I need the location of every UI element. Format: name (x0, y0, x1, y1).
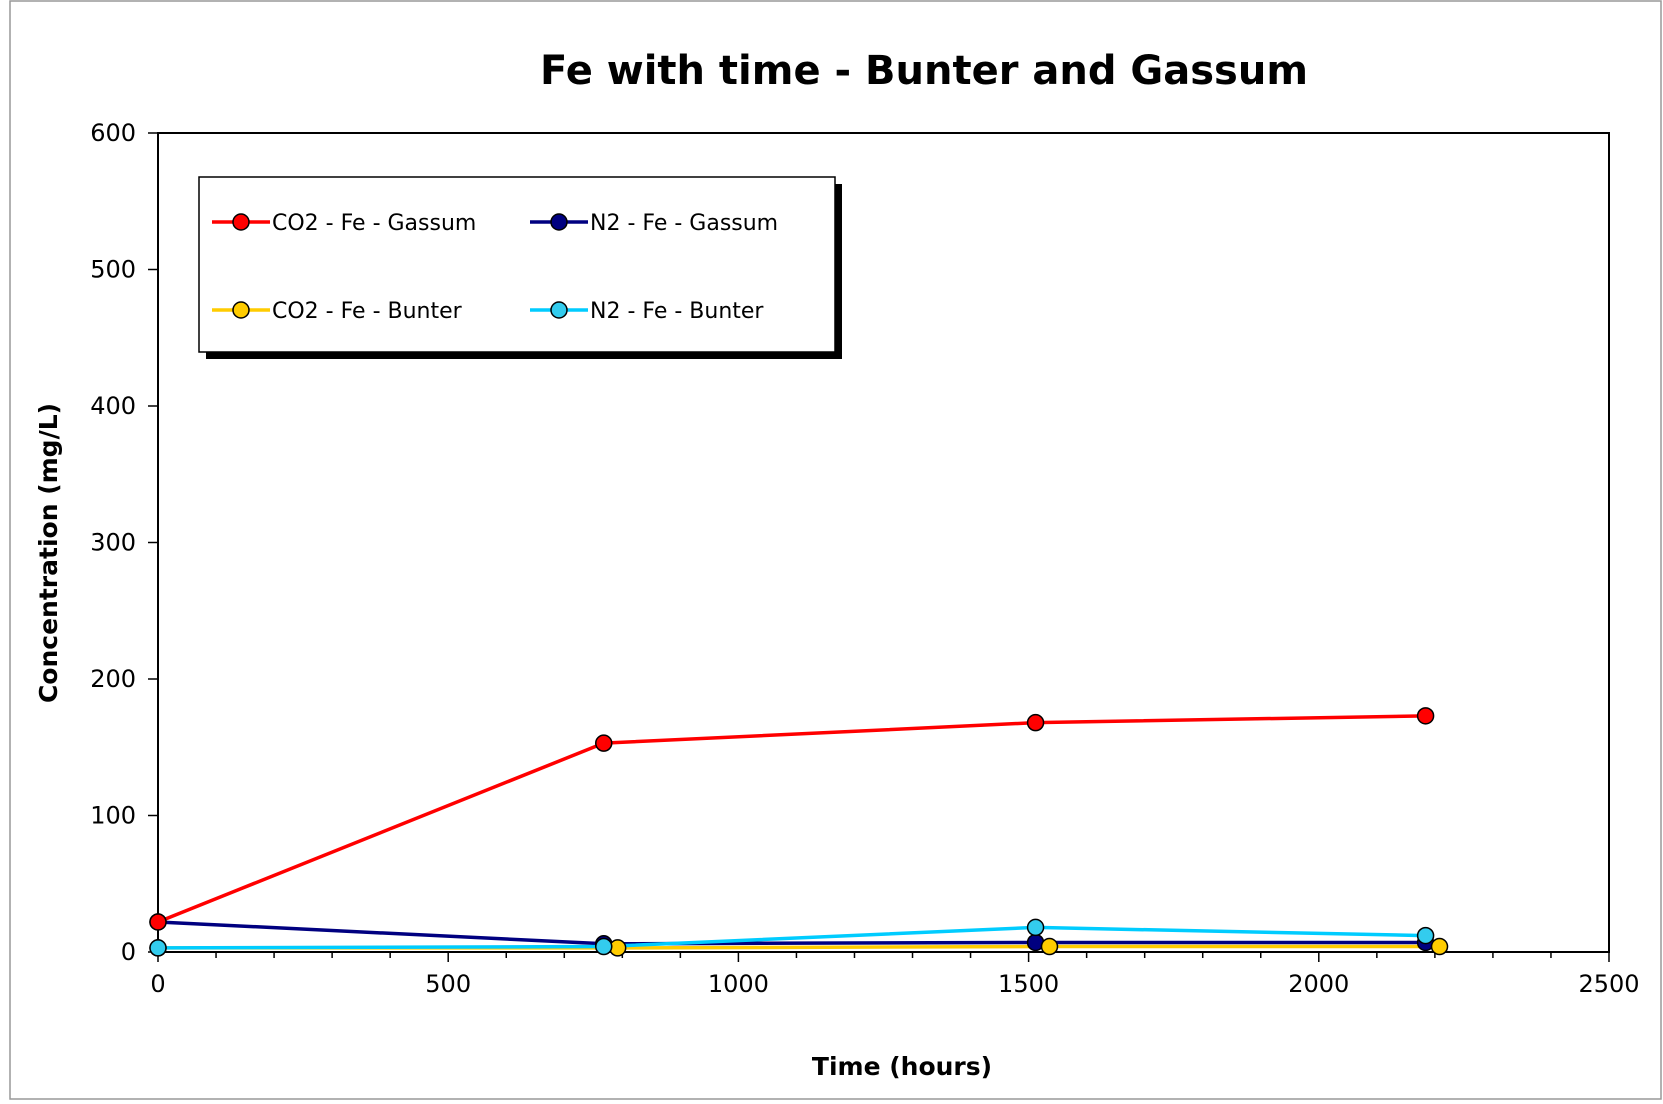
x-tick-label: 2500 (1578, 970, 1639, 998)
legend-marker-1 (550, 213, 568, 231)
legend-label-3: N2 - Fe - Bunter (590, 299, 764, 324)
chart-title: Fe with time - Bunter and Gassum (540, 48, 1308, 94)
legend-entries: CO2 - Fe - Gassum N2 - Fe - Gassum CO2 - F… (212, 211, 778, 324)
y-tick-label: 300 (90, 529, 136, 557)
y-tick-label: 100 (90, 802, 136, 830)
series-point-0 (149, 913, 167, 931)
x-tick-label: 2000 (1288, 970, 1349, 998)
legend-marker-3 (550, 301, 568, 319)
y-tick-label: 500 (90, 256, 136, 284)
series-point-3 (1026, 918, 1045, 937)
y-axis-ticks: 0 100 200 300 400 500 600 (90, 119, 158, 966)
x-axis-title: Time (hours) (812, 1052, 992, 1081)
series-point-2 (1040, 937, 1059, 956)
series-point-3 (1416, 926, 1435, 945)
legend-label-2: CO2 - Fe - Bunter (272, 299, 463, 324)
x-axis-ticks: 0 500 1000 1500 2000 2500 (150, 952, 1640, 998)
legend-marker-0 (232, 213, 250, 231)
y-tick-label: 400 (90, 392, 136, 420)
y-tick-label: 0 (121, 938, 136, 966)
series-point-2 (1430, 937, 1449, 956)
y-axis-title: Concentration (mg/L) (34, 403, 63, 703)
legend: CO2 - Fe - Gassum N2 - Fe - Gassum CO2 - F… (198, 176, 842, 359)
series-point-0 (594, 734, 613, 752)
legend-label-1: N2 - Fe - Gassum (590, 211, 778, 236)
x-tick-label: 500 (425, 970, 471, 998)
series-point-0 (1416, 707, 1435, 725)
x-tick-label: 1500 (998, 970, 1059, 998)
series-line-0 (157, 714, 1426, 924)
legend-marker-2 (232, 301, 250, 319)
chart-border (9, 0, 1662, 1100)
series-line-1 (157, 920, 1426, 946)
series-point-3 (594, 937, 613, 956)
x-tick-label: 0 (150, 970, 165, 998)
y-tick-label: 600 (90, 119, 136, 147)
legend-label-0: CO2 - Fe - Gassum (272, 211, 476, 236)
series-point-0 (1026, 713, 1045, 732)
series-layer (149, 707, 1449, 957)
y-tick-label: 200 (90, 665, 136, 693)
series-line-3 (157, 925, 1426, 950)
legend-box (198, 176, 836, 353)
series-point-3 (149, 939, 167, 957)
x-tick-label: 1000 (708, 970, 769, 998)
